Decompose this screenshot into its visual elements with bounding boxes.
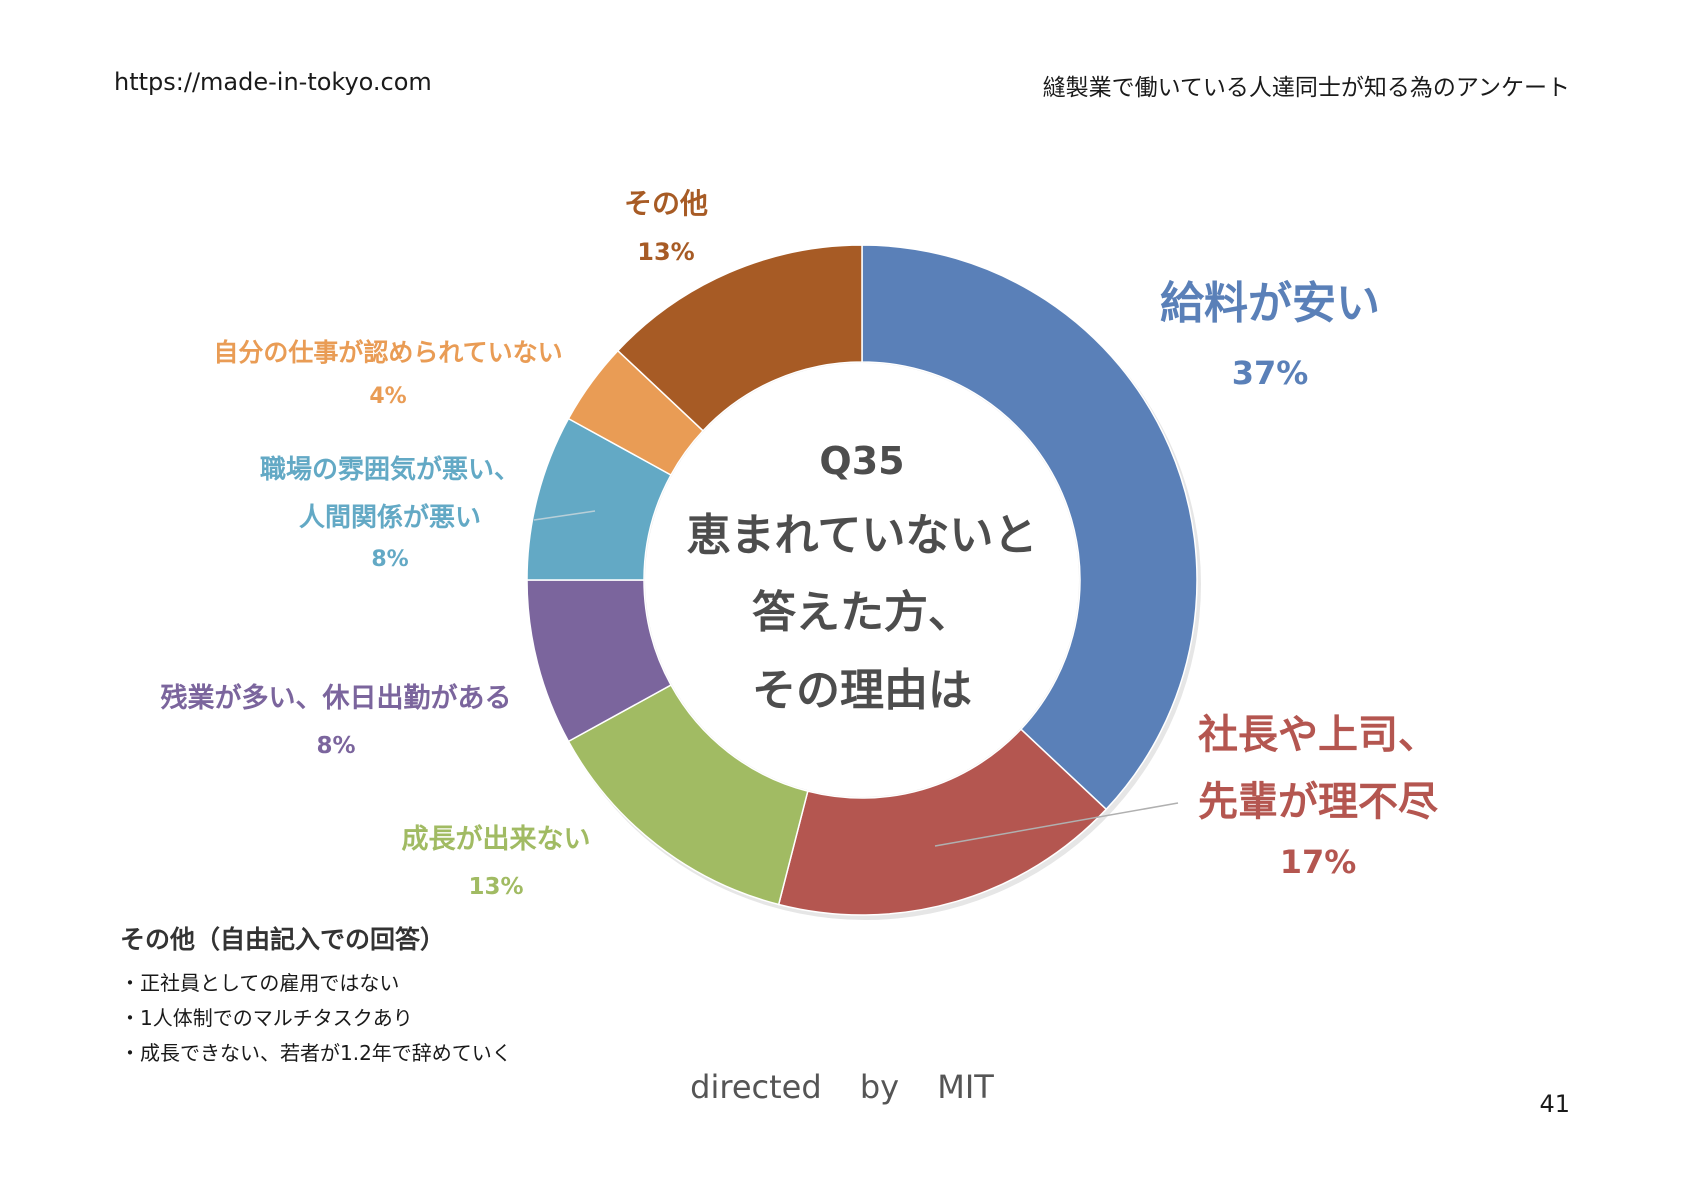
center-line: 恵まれていないと <box>687 510 1038 561</box>
slice-value-5: 4% <box>369 384 406 409</box>
slice-value-2: 13% <box>468 874 523 900</box>
donut-slice-6 <box>616 244 863 432</box>
header-title: 縫製業で働いている人達同士が知る為のアンケート <box>1042 75 1570 101</box>
header-url: https://made-in-tokyo.com <box>114 68 432 96</box>
slice-label-0: 給料が安い <box>1160 278 1380 329</box>
slice-label-1: 社長や上司、 <box>1198 712 1438 758</box>
notes-item: ・1人体制でのマルチタスクあり <box>120 1006 413 1030</box>
slice-value-3: 8% <box>316 733 355 759</box>
center-line: 答えた方、 <box>752 587 972 638</box>
center-title: Q35 <box>819 439 904 483</box>
slice-value-6: 13% <box>637 238 694 266</box>
slice-label-6: その他 <box>624 187 708 220</box>
slice-label-4: 職場の雰囲気が悪い、 <box>260 454 520 485</box>
donut-slice-0 <box>861 244 1198 811</box>
slice-label-3: 残業が多い、休日出勤がある <box>161 682 512 714</box>
leader-line-boss <box>934 802 1179 847</box>
slice-value-4: 8% <box>371 547 408 572</box>
notes-item: ・成長できない、若者が1.2年で辞めていく <box>120 1041 512 1065</box>
slice-label-5: 自分の仕事が認められていない <box>213 338 562 367</box>
slice-label-2: 成長が出来ない <box>402 823 591 855</box>
slice-value-1: 17% <box>1280 843 1357 881</box>
donut-hole <box>645 363 1079 797</box>
slice-value-0: 37% <box>1232 354 1309 392</box>
notes-title: その他（自由記入での回答） <box>120 925 446 954</box>
footer-director: directed by MIT <box>690 1068 994 1106</box>
slice-label-1: 先輩が理不尽 <box>1198 779 1438 825</box>
other-answers-notes: その他（自由記入での回答） ・正社員としての雇用ではない ・1人体制でのマルチタ… <box>120 920 512 1071</box>
slice-label-4: 人間関係が悪い <box>299 502 481 533</box>
donut-slice-1 <box>777 728 1108 916</box>
leader-line-atmosphere <box>533 510 596 521</box>
page-number: 41 <box>1539 1090 1570 1118</box>
notes-item: ・正社員としての雇用ではない <box>120 971 400 995</box>
center-line: その理由は <box>752 665 972 716</box>
